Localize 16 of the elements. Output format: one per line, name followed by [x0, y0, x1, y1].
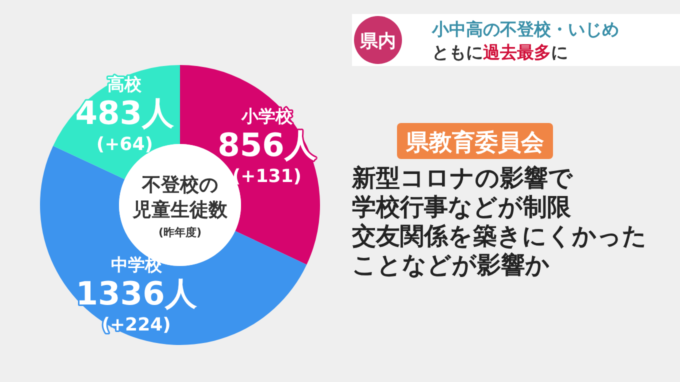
text: (+131) — [232, 166, 302, 187]
text: ことなどが影響か — [352, 251, 550, 279]
text: 新型コロナの影響で — [351, 164, 574, 192]
data-label: 483人 — [75, 94, 176, 132]
text: (+64) — [96, 134, 153, 156]
text: 小中高の不登校・いじめ — [431, 20, 619, 40]
text: 県内 — [359, 31, 396, 52]
text: 不登校の児童生徒数 — [132, 174, 228, 221]
text: ともに過去最多に — [432, 43, 568, 63]
text: (昨年度) — [158, 226, 202, 239]
text: (+224) — [102, 314, 171, 336]
text: 交友関係を築きにくかった — [351, 222, 647, 250]
data-label: 1336人 — [76, 274, 198, 312]
slice-label: 高校 — [108, 75, 143, 96]
text: 学校行事などが制限 — [352, 193, 572, 221]
text: 県教育委員会 — [405, 129, 544, 156]
